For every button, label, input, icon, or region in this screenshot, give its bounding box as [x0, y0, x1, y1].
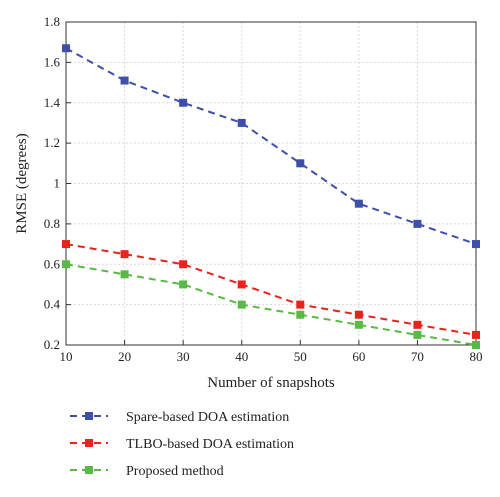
- series-line: [65, 47, 477, 246]
- data-point: [354, 199, 363, 208]
- legend-marker: [85, 439, 93, 447]
- series-lines: [62, 44, 480, 349]
- data-point: [296, 159, 305, 168]
- y-tick-label: 1: [54, 176, 61, 191]
- series-line: [65, 243, 477, 336]
- series-line: [65, 263, 477, 346]
- x-axis-ticks: 10 20 30 40 50 60 70 80: [60, 340, 483, 364]
- legend: Spare-based DOA estimation TLBO-based DOA…: [70, 410, 294, 479]
- y-axis-ticks: 0.2 0.4 0.6 0.8 1 1.2 1.4 1.6 1.8: [44, 14, 71, 352]
- data-point: [62, 44, 70, 53]
- legend-label: Proposed method: [126, 464, 224, 479]
- data-point: [354, 310, 363, 319]
- data-point: [62, 240, 70, 249]
- data-point: [472, 341, 480, 349]
- data-point: [237, 280, 246, 289]
- x-tick-label: 70: [411, 349, 424, 364]
- series-1: [62, 44, 480, 249]
- legend-item: Proposed method: [70, 464, 224, 479]
- y-tick-label: 0.8: [44, 216, 60, 231]
- legend-marker: [85, 412, 93, 420]
- y-axis-label: RMSE (degrees): [14, 133, 30, 233]
- x-tick-label: 20: [118, 349, 131, 364]
- data-point: [296, 310, 305, 319]
- data-point: [237, 118, 246, 127]
- grid-lines: [65, 21, 477, 346]
- data-point: [179, 280, 188, 289]
- data-point: [472, 240, 480, 249]
- x-tick-label: 40: [235, 349, 248, 364]
- x-tick-label: 60: [352, 349, 365, 364]
- data-point: [413, 330, 422, 339]
- data-point: [354, 320, 363, 329]
- y-tick-label: 0.2: [44, 337, 60, 352]
- x-tick-label: 10: [60, 349, 73, 364]
- y-tick-label: 1.2: [44, 135, 60, 150]
- data-point: [179, 260, 188, 269]
- series-3: [62, 260, 480, 349]
- y-tick-label: 1.4: [44, 95, 61, 110]
- x-tick-label: 80: [470, 349, 483, 364]
- y-tick-label: 1.6: [44, 54, 61, 69]
- legend-item: Spare-based DOA estimation: [70, 410, 289, 425]
- y-tick-label: 0.6: [44, 256, 61, 271]
- data-point: [179, 98, 188, 107]
- legend-item: TLBO-based DOA estimation: [70, 437, 294, 452]
- legend-label: Spare-based DOA estimation: [126, 410, 289, 425]
- series-2: [62, 240, 480, 339]
- data-point: [120, 250, 129, 259]
- data-point: [237, 300, 246, 309]
- data-point: [62, 260, 70, 269]
- data-point: [472, 330, 480, 339]
- x-tick-label: 50: [294, 349, 307, 364]
- data-point: [120, 270, 129, 279]
- x-tick-label: 30: [177, 349, 190, 364]
- data-point: [120, 76, 129, 85]
- y-tick-label: 1.8: [44, 14, 60, 29]
- legend-marker: [85, 466, 93, 474]
- data-point: [413, 219, 422, 228]
- data-point: [413, 320, 422, 329]
- data-point: [296, 300, 305, 309]
- y-tick-label: 0.4: [44, 297, 61, 312]
- x-axis-label: Number of snapshots: [207, 375, 335, 391]
- legend-label: TLBO-based DOA estimation: [126, 437, 294, 452]
